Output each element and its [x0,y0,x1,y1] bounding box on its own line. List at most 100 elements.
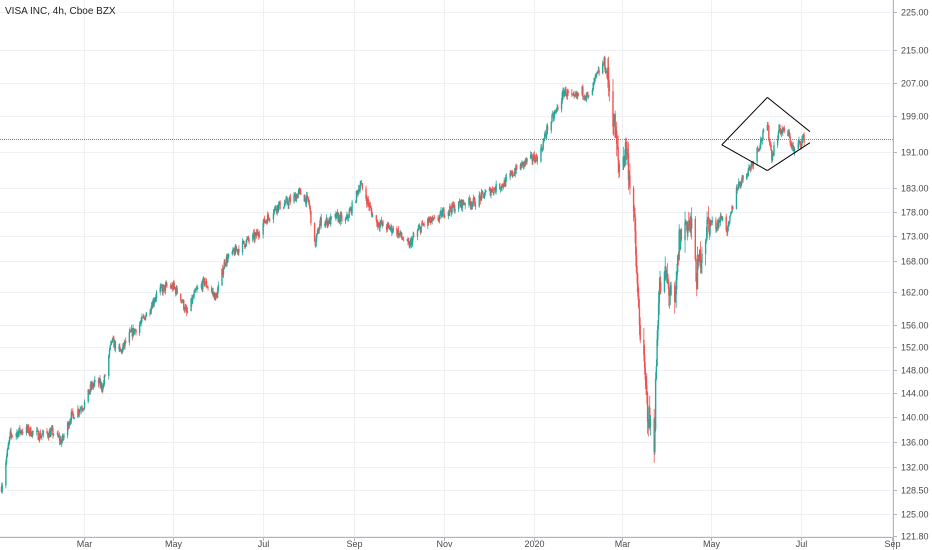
candle-body [718,220,720,228]
candle-up [217,281,220,294]
candle-body [701,254,703,263]
pattern-trendline[interactable] [721,144,768,171]
candle-body [409,241,411,248]
pattern-trendline[interactable] [767,142,811,171]
candle-up [801,135,803,149]
candle-body [80,408,82,410]
candle-body [78,411,81,414]
candle-up [295,193,297,203]
candle-body [406,239,408,241]
candle-up [195,286,197,291]
candle-up [624,149,626,168]
candle-up [483,192,486,200]
candle-up [675,271,677,308]
candle-body [161,287,164,293]
candle-body [555,108,558,111]
candle-up [746,173,748,180]
candle-down [453,201,455,213]
candle-up [540,144,542,163]
candle-up [180,300,183,304]
candle-body [461,200,464,209]
candle-body [505,177,508,179]
candle-down [790,140,793,150]
candle-body [344,219,347,222]
candle-down [279,200,281,211]
price-scale-panel[interactable] [893,0,932,550]
candle-down [27,423,30,435]
candle-down [39,429,42,439]
candle-down [694,215,697,262]
candle-body [141,316,144,318]
candle-body [351,202,353,214]
candle-body [432,217,435,219]
candle-up [122,343,124,353]
candle-down [644,361,647,390]
candle-body [798,140,800,143]
candle-body [299,189,302,195]
candle-up [420,226,422,234]
candle-body [460,200,463,209]
candle-body [613,124,615,127]
candle-down [514,167,516,178]
candle-body [696,281,698,290]
candle-body [113,338,115,348]
candle-body [531,154,533,161]
candle-down [460,199,463,211]
candle-body [206,286,208,288]
candle-body [410,239,412,242]
candle-body [39,433,42,438]
candle-down [97,377,100,388]
diamond-pattern-drawing[interactable] [721,97,811,171]
candle-up [345,215,347,221]
candle-up [519,162,522,171]
candle-up [224,263,227,267]
y-tick-label: 183.00 [901,184,929,194]
candle-down [634,207,636,244]
candle-body [42,430,45,434]
candle-down [645,375,647,396]
candle-body [790,144,793,148]
candle-down [686,221,688,241]
candle-up [451,202,453,215]
candle-body [224,262,226,265]
candle-body [667,278,669,285]
pattern-trendline[interactable] [721,97,768,146]
candle-down [715,217,717,233]
candle-up [532,152,535,161]
candle-down [604,66,607,75]
candle-body [360,183,363,184]
candle-body [31,431,34,437]
candle-body [205,281,207,284]
candle-body [648,407,650,428]
candle-down [375,214,378,223]
candle-down [636,265,638,292]
candle-body [566,90,569,96]
candle-up [491,187,493,193]
candle-up [66,421,69,439]
candle-body [638,307,641,325]
candle-up [163,285,165,287]
candle-down [535,153,538,159]
candle-down [161,284,163,292]
candle-up [597,66,599,72]
candle-body [122,342,125,347]
candle-up [441,207,444,217]
candle-body [613,114,616,125]
candle-body [686,221,688,233]
candle-up [715,226,718,233]
candle-body [772,154,774,156]
candle-up [89,381,92,395]
candle-body [244,245,247,247]
candle-up [91,380,93,391]
candle-body [495,183,497,192]
candle-body [437,218,439,220]
candle-body [266,220,268,224]
candle-up [325,214,328,225]
candle-body [37,430,39,440]
time-scale-panel[interactable] [0,537,893,550]
candle-body [226,257,228,263]
pattern-trendline[interactable] [767,97,811,133]
candle-up [223,258,225,270]
candle-up [655,359,658,381]
